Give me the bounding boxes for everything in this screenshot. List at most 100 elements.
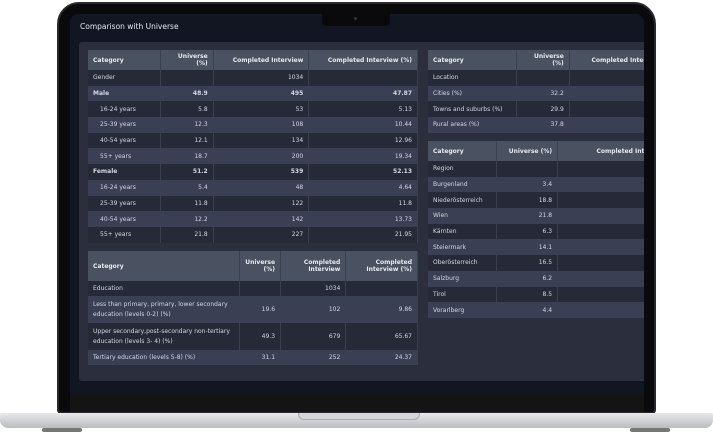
table-cell: Towns and suburbs (%) xyxy=(428,101,518,118)
laptop-foot xyxy=(42,428,82,432)
table-row: 16-24 years 5.4 48 4.64 xyxy=(88,179,418,196)
column-header: Category xyxy=(88,251,241,281)
column-header: Completed Interview xyxy=(280,251,347,281)
table-cell: 21.8 xyxy=(496,208,559,224)
table-cell: Wien xyxy=(428,208,497,224)
table-row: Female 51.2 539 52.13 xyxy=(88,164,418,180)
column-header: Completed Interview (%) xyxy=(345,251,418,281)
table-cell xyxy=(569,117,644,133)
table-cell: 48 xyxy=(213,179,310,196)
table-cell: 679 xyxy=(280,323,347,350)
table-cell: 55+ years xyxy=(88,148,161,165)
column-header: Completed Interview xyxy=(557,141,644,161)
table-cell: Oberösterreich xyxy=(428,255,497,271)
table-cell: 122 xyxy=(213,195,310,212)
table-cell: Kärnten xyxy=(428,223,497,240)
table-cell: 9.86 xyxy=(345,296,418,323)
table-cell: Female xyxy=(88,164,161,180)
table-cell: 47.87 xyxy=(308,85,418,102)
table-row: 16-24 years 5.8 53 5.13 xyxy=(88,101,418,118)
table-cell: Male xyxy=(88,85,161,102)
table-cell: 65.67 xyxy=(345,323,418,350)
table-cell: 4.64 xyxy=(308,179,418,196)
table-cell: 11.8 xyxy=(160,195,214,212)
table-cell: Education xyxy=(88,281,241,296)
table-cell xyxy=(308,70,418,86)
table-cell: 53 xyxy=(213,101,310,118)
table-cell: 8.5 xyxy=(496,286,559,303)
table-cell: 16 xyxy=(557,255,644,271)
table-cell: 21.95 xyxy=(308,226,418,243)
table-cell: Region xyxy=(428,161,497,177)
table-cell: Burgenland xyxy=(428,176,497,193)
table-cell: 14 xyxy=(557,239,644,256)
table-cell: 12.96 xyxy=(308,132,418,149)
table-cell: 21.8 xyxy=(160,226,214,243)
table-cell: Tertiary education (levels 5-8) (%) xyxy=(88,350,241,365)
table-cell: 19.34 xyxy=(308,148,418,165)
table-row: 40-54 years 12.2 142 13.73 xyxy=(88,211,418,227)
table-row: 25-39 years 12.3 108 10.44 xyxy=(88,117,418,133)
education-table: Category Universe (%) Completed Interview C… xyxy=(88,251,418,365)
column-header: Category xyxy=(428,50,518,70)
table-row: Upper secondary,post-secondary non-terti… xyxy=(88,323,418,350)
table-cell: 31.1 xyxy=(239,350,282,365)
table-cell: 48.9 xyxy=(160,85,214,102)
table-cell: Less than primary, primary, lower second… xyxy=(88,296,241,323)
table-cell: 18.8 xyxy=(496,192,559,209)
table-cell: Tirol xyxy=(428,286,497,303)
table-cell: 19.6 xyxy=(239,296,282,323)
page-title: Comparison with Universe xyxy=(80,22,179,31)
camera-notch xyxy=(322,14,390,26)
column-header: Universe (%) xyxy=(239,251,282,281)
table-cell: 4 xyxy=(557,302,644,318)
table-cell: 102 xyxy=(280,296,347,323)
table-cell: 37.8 xyxy=(516,117,570,133)
table-cell: 495 xyxy=(213,85,310,102)
table-row: 25-39 years 11.8 122 11.8 xyxy=(88,195,418,212)
table-cell: 40-54 years xyxy=(88,211,161,227)
table-cell: 25-39 years xyxy=(88,195,161,212)
table-cell: 12.3 xyxy=(160,117,214,133)
table-cell: 103 xyxy=(557,161,644,177)
table-cell: 539 xyxy=(213,164,310,180)
header-row: Category Universe (%) Completed Interview C… xyxy=(88,251,418,281)
table-row: Towns and suburbs (%) 29.9 xyxy=(428,101,644,118)
column-header: Universe (%) xyxy=(160,50,214,70)
table-row: Less than primary, primary, lower second… xyxy=(88,296,418,323)
table-cell: 25-39 years xyxy=(88,117,161,133)
table-cell: 1 xyxy=(569,70,644,86)
table-cell: Steiermark xyxy=(428,239,497,256)
table-row: Education 1034 xyxy=(88,281,418,296)
table-cell: 13.73 xyxy=(308,211,418,227)
table-cell: 252 xyxy=(280,350,347,365)
table-cell: 18 xyxy=(557,192,644,209)
table-cell: 3.4 xyxy=(496,176,559,193)
table-cell: 12.2 xyxy=(160,211,214,227)
table-cell: 49.3 xyxy=(239,323,282,350)
table-cell: 29.9 xyxy=(516,101,570,118)
table-cell: 134 xyxy=(213,132,310,149)
table-cell: 200 xyxy=(213,148,310,165)
table-cell: 5.4 xyxy=(160,179,214,196)
gender-table: Category Universe (%) Completed Interview C… xyxy=(88,50,418,243)
table-cell: 40-54 years xyxy=(88,132,161,149)
table-cell: 1034 xyxy=(213,70,310,86)
table-row: 55+ years 21.8 227 21.95 xyxy=(88,226,418,243)
laptop-lip xyxy=(298,413,420,420)
table-cell: 51.2 xyxy=(160,164,214,180)
table-row: Location 1 xyxy=(428,70,644,86)
laptop-base xyxy=(0,413,713,428)
table-cell: 108 xyxy=(213,117,310,133)
column-header: Universe (%) xyxy=(516,50,570,70)
table-cell: Salzburg xyxy=(428,270,497,287)
table-cell: Niederösterreich xyxy=(428,192,497,209)
